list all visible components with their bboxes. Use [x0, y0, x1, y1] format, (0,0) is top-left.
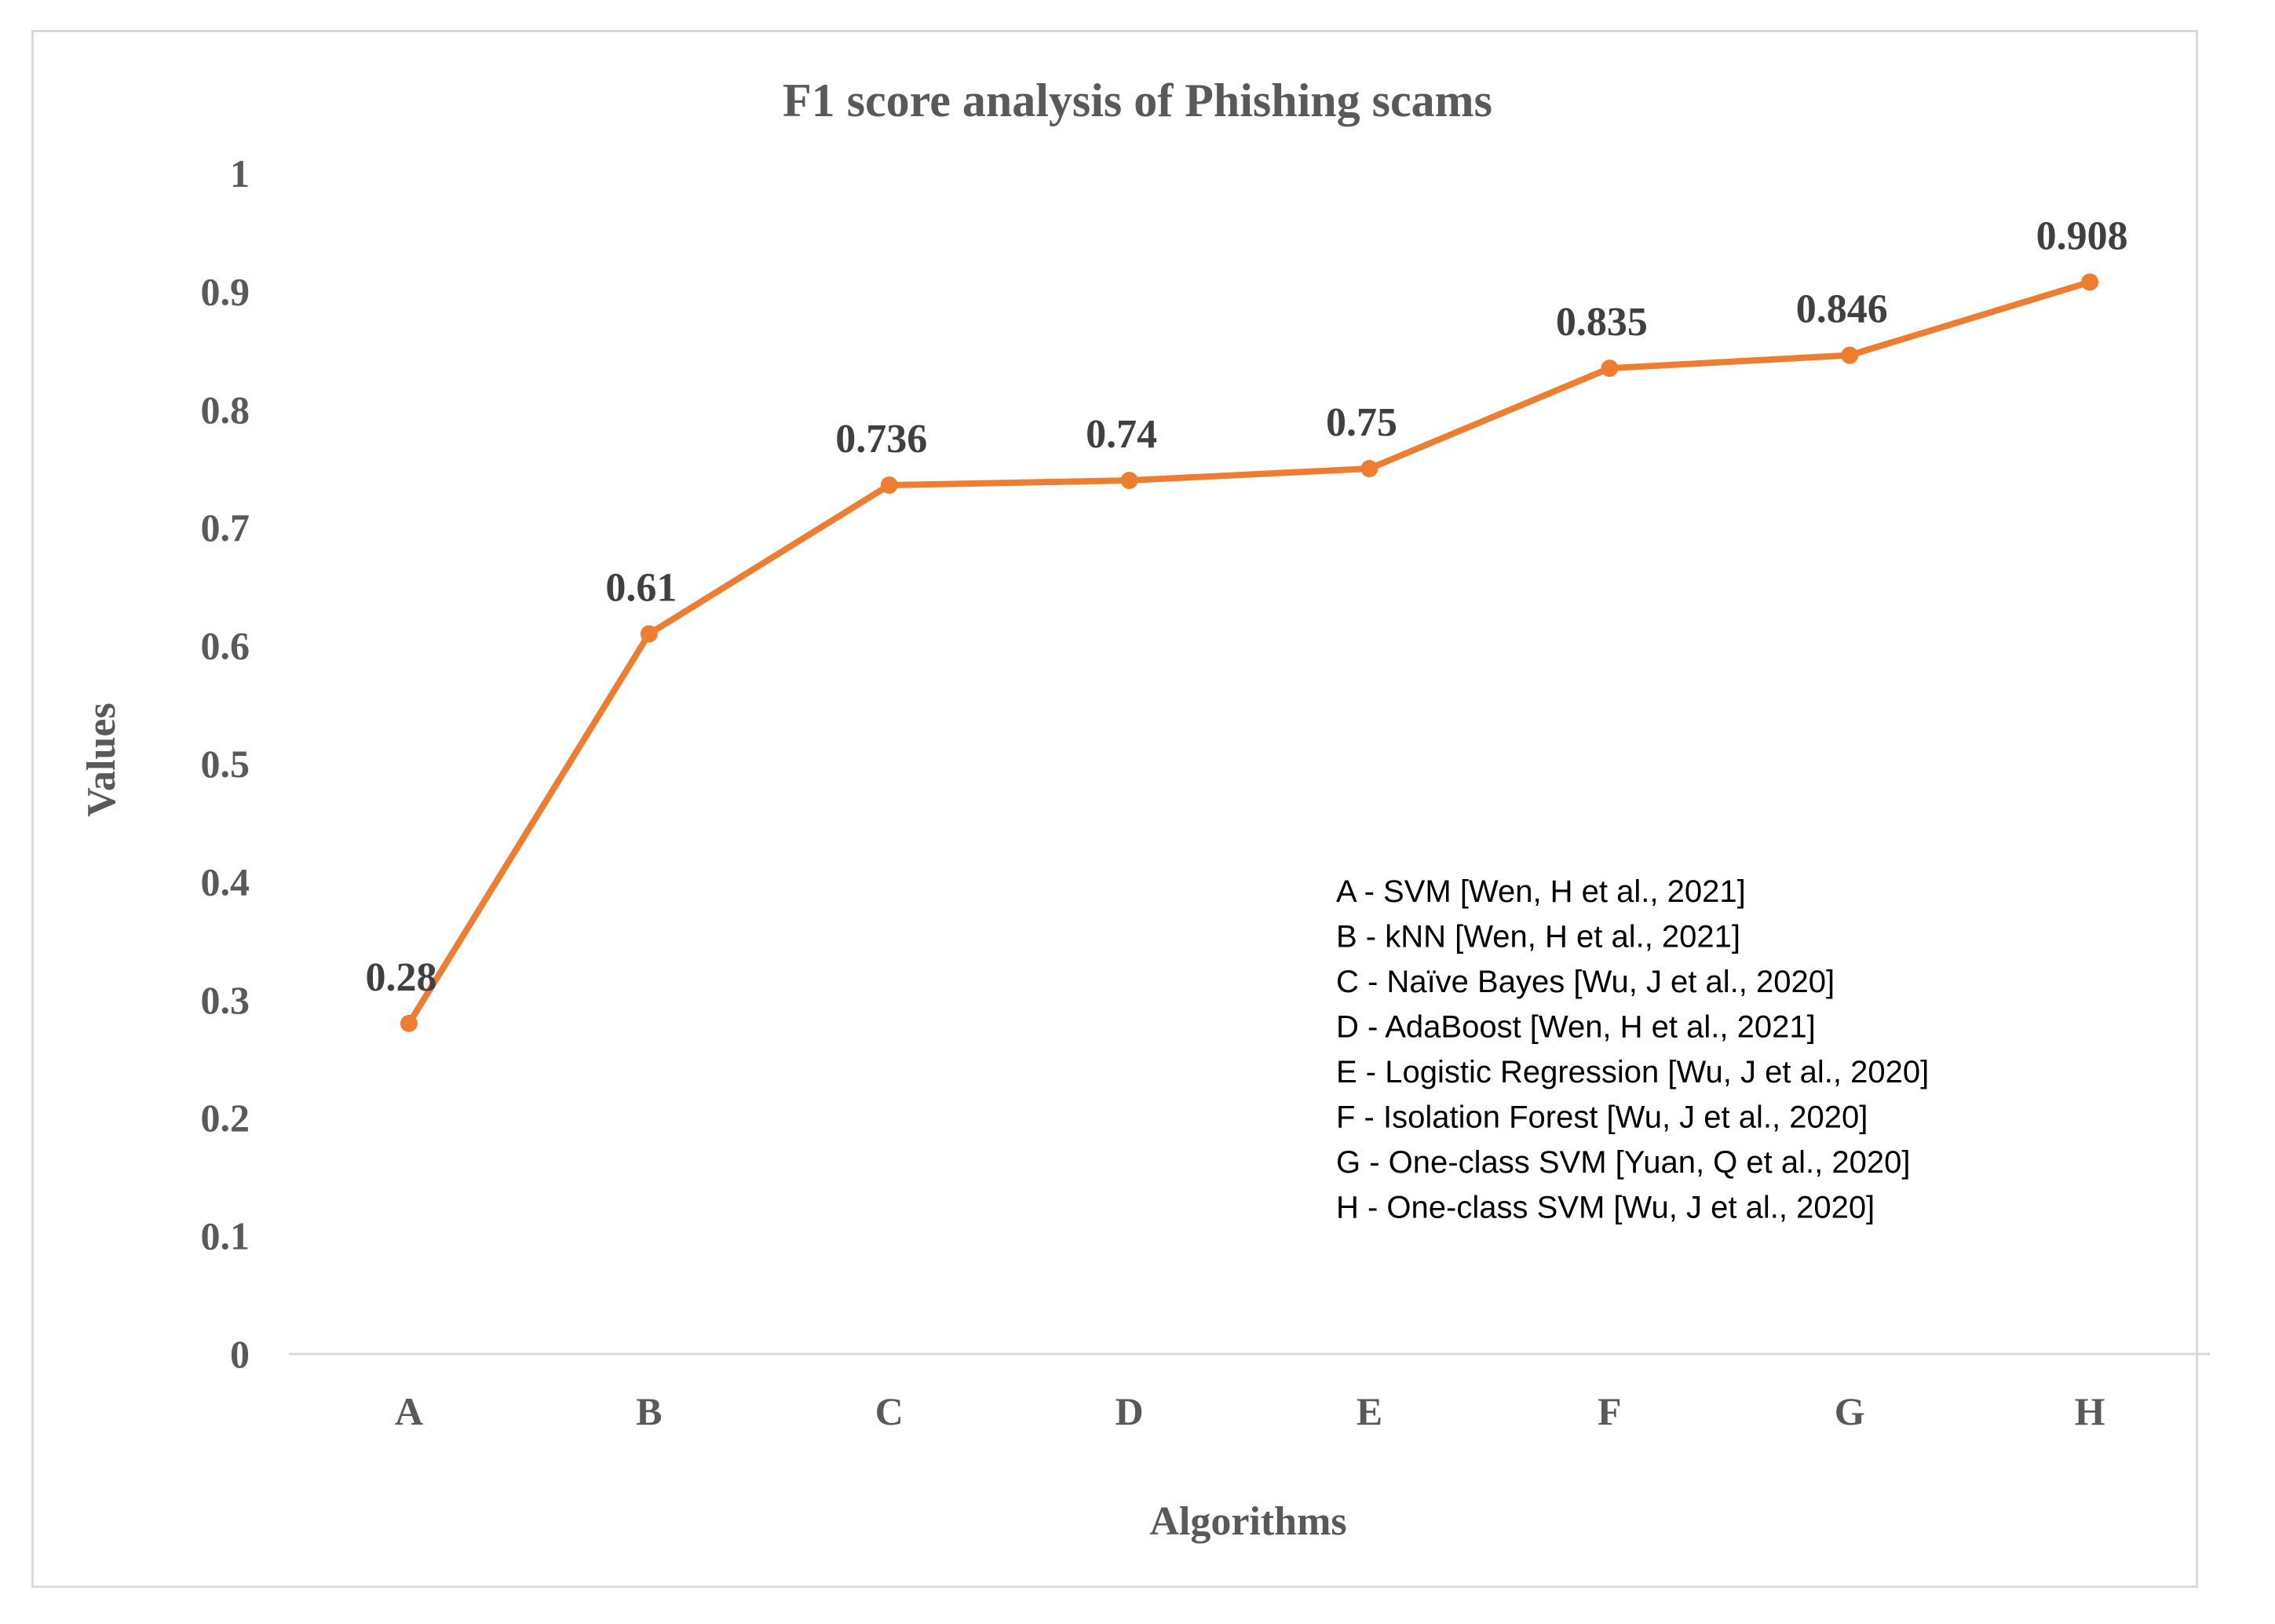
legend-item: H - One-class SVM [Wu, J et al., 2020]: [1336, 1191, 1875, 1225]
legend-item: F - Isolation Forest [Wu, J et al., 2020…: [1336, 1100, 1868, 1135]
y-tick-label: 0.3: [201, 978, 250, 1022]
series-line: [405, 279, 2094, 1027]
x-tick-label: G: [1835, 1389, 1865, 1433]
data-point: [1601, 359, 1619, 378]
data-point: [1360, 460, 1379, 477]
y-axis-ticks: 0 0.1 0.2 0.3 0.4 0.5 0.6 0.7 0.8 0.9 1: [201, 151, 250, 1376]
chart-title: F1 score analysis of Phishing scams: [783, 75, 1492, 126]
data-label: 0.835: [1556, 300, 1648, 345]
chart-frame: [31, 30, 2198, 1588]
legend-item: C - Naïve Bayes [Wu, J et al., 2020]: [1336, 965, 1835, 999]
y-tick-label: 0.2: [201, 1096, 250, 1140]
data-point: [1120, 472, 1138, 490]
y-tick-label: 0.8: [201, 388, 250, 432]
y-tick-label: 0: [230, 1332, 250, 1376]
data-label: 0.846: [1796, 287, 1888, 332]
data-label: 0.75: [1326, 400, 1397, 445]
legend-item: B - kNN [Wen, H et al., 2021]: [1336, 920, 1740, 954]
y-tick-label: 0.7: [201, 505, 250, 549]
y-axis-label: Values: [79, 703, 124, 816]
data-point: [400, 1014, 418, 1032]
x-tick-label: B: [636, 1389, 662, 1433]
x-tick-label: H: [2075, 1389, 2105, 1433]
data-label: 0.908: [2036, 213, 2128, 258]
data-label: 0.736: [835, 417, 927, 462]
y-tick-label: 0.5: [201, 742, 250, 786]
x-tick-label: E: [1357, 1389, 1382, 1433]
data-point: [2081, 273, 2099, 291]
data-label: 0.28: [365, 955, 436, 1000]
data-label: 0.61: [605, 566, 677, 611]
legend-item: D - AdaBoost [Wen, H et al., 2021]: [1336, 1010, 1816, 1045]
data-label: 0.74: [1086, 412, 1157, 457]
x-axis-ticks: A B C D E F G H: [395, 1389, 2105, 1433]
x-tick-label: D: [1116, 1389, 1144, 1433]
data-point: [1841, 346, 1859, 364]
data-point: [640, 625, 658, 643]
x-tick-label: A: [395, 1389, 423, 1433]
y-tick-label: 0.1: [201, 1214, 250, 1258]
legend-item: G - One-class SVM [Yuan, Q et al., 2020]: [1336, 1145, 1910, 1180]
data-point: [880, 476, 898, 494]
y-tick-label: 0.6: [201, 624, 250, 668]
x-axis-label: Algorithms: [1149, 1499, 1346, 1544]
y-tick-label: 0.9: [201, 269, 250, 313]
x-tick-label: C: [875, 1389, 904, 1433]
y-tick-label: 0.4: [201, 859, 250, 903]
data-labels: 0.28 0.61 0.736 0.74 0.75 0.835 0.846 0.908: [365, 213, 2127, 1000]
series-group: [400, 273, 2099, 1032]
legend-item: A - SVM [Wen, H et al., 2021]: [1336, 874, 1746, 909]
x-tick-label: F: [1598, 1389, 1622, 1433]
algorithm-legend: A - SVM [Wen, H et al., 2021] B - kNN [We…: [1336, 874, 1929, 1225]
legend-item: E - Logistic Regression [Wu, J et al., 2…: [1336, 1055, 1929, 1089]
y-tick-label: 1: [230, 151, 250, 195]
